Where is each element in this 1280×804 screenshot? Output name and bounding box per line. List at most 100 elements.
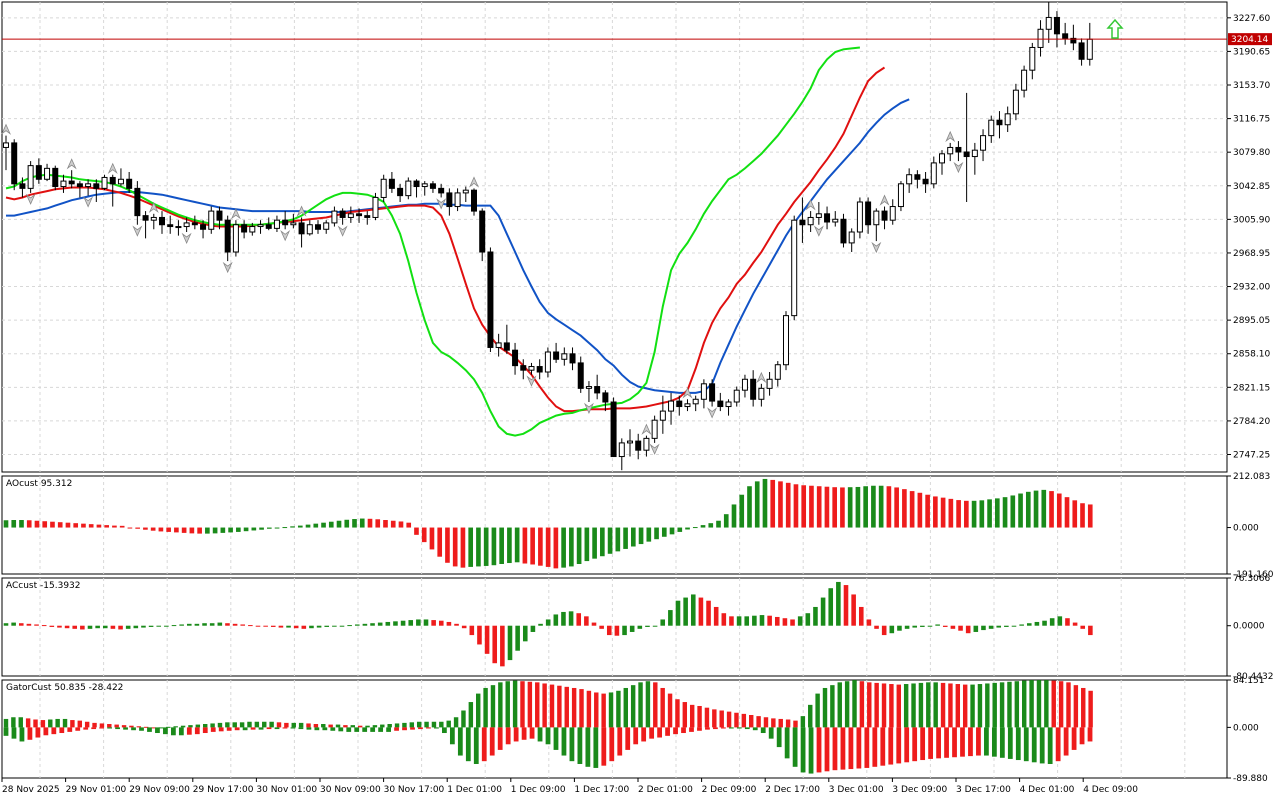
gator-upper-bar	[99, 723, 105, 728]
candle-body	[906, 174, 913, 185]
accust-bar	[507, 625, 513, 661]
accust-bar	[385, 621, 391, 626]
aocust-bar	[646, 527, 652, 542]
gator-upper-bar	[962, 684, 968, 728]
gator-upper-bar	[18, 717, 23, 728]
aocust-bar	[328, 521, 334, 528]
gator-upper-bar	[852, 680, 857, 728]
fractal-up-marker	[148, 201, 159, 214]
x-tick-label: 2 Dec 01:00	[638, 785, 693, 795]
gator-upper-bar	[1088, 690, 1093, 728]
gator-lower-bar	[402, 727, 407, 731]
gator-lower-bar	[67, 727, 73, 732]
gator-upper-bar	[92, 722, 97, 728]
aocust-bar	[964, 500, 969, 528]
candle-body	[224, 219, 231, 253]
accust-bar	[102, 625, 108, 629]
gator-upper-bar	[25, 718, 31, 728]
aocust-bar	[1049, 491, 1054, 528]
candle-body	[544, 351, 551, 373]
gator-upper-bar	[1051, 680, 1056, 728]
candle-body	[528, 366, 535, 371]
aocust-bar	[638, 527, 644, 545]
fractal-down-marker	[526, 375, 537, 387]
candle-body	[848, 231, 855, 244]
candle-body	[955, 146, 962, 153]
gator-lower-bar	[1047, 727, 1053, 764]
gator-lower-bar	[59, 727, 65, 734]
candle-body	[1029, 46, 1036, 71]
accust-bar	[1065, 618, 1070, 626]
candle-body	[183, 222, 190, 228]
gator-lower-bar	[139, 727, 144, 731]
accust-bar	[500, 625, 505, 667]
gator-lower-bar	[920, 727, 926, 761]
fractal-up-marker	[296, 205, 307, 217]
accust-bar	[866, 619, 872, 626]
accust-bar	[996, 625, 1002, 628]
x-tick-label: 1 Dec 09:00	[511, 785, 566, 795]
aocust-bar	[96, 524, 102, 528]
gator-lower-bar	[537, 727, 543, 742]
accust-bar	[232, 623, 238, 626]
aocust-bar	[228, 527, 233, 533]
x-tick-label: 30 Nov 17:00	[384, 785, 445, 795]
accust-bar	[416, 619, 421, 626]
candle-body	[676, 400, 683, 408]
accust-bar	[599, 625, 604, 629]
gator-upper-bar	[11, 717, 16, 728]
gator-upper-bar	[121, 725, 127, 728]
aocust-bar	[987, 499, 992, 528]
gator-upper-bar	[262, 721, 267, 728]
candle-body	[520, 365, 527, 371]
y-tick-label: 3005.90	[1233, 215, 1270, 225]
aocust-bar	[297, 525, 303, 528]
gator-upper-bar	[719, 710, 724, 728]
aocust-bar	[623, 527, 628, 549]
aocust-bar	[669, 527, 675, 535]
gator-lower-bar	[928, 727, 934, 759]
accust-bar	[423, 619, 429, 626]
fractal-down-marker	[436, 198, 447, 210]
accust-bar	[912, 625, 918, 628]
aocust-bar	[569, 527, 574, 567]
gator-lower-bar	[1079, 727, 1085, 745]
y-tick-label: 212.083	[1233, 472, 1270, 482]
accust-bar	[858, 606, 864, 626]
aocust-bar	[112, 525, 117, 528]
accust-bar	[561, 611, 566, 626]
gator-lower-bar	[178, 727, 184, 736]
candle-body	[372, 196, 379, 218]
accust-bar	[194, 623, 200, 626]
gator-lower-bar	[848, 727, 854, 770]
candle-body	[774, 364, 781, 380]
gator-lower-bar	[155, 727, 160, 734]
aocust-bar	[135, 527, 140, 529]
gator-lower-bar	[744, 727, 750, 730]
fractal-down-marker	[813, 225, 824, 237]
gator-upper-bar	[675, 699, 680, 728]
accust-bar	[41, 625, 47, 627]
candle-body	[865, 201, 872, 226]
accust-bar	[87, 625, 93, 629]
candle-body	[454, 192, 461, 208]
gator-lower-bar	[768, 727, 774, 739]
gator-upper-bar	[653, 682, 658, 728]
accust-bar	[57, 625, 62, 628]
candle-body	[856, 201, 863, 233]
accust-bar	[11, 622, 16, 626]
x-tick-label: 28 Nov 2025	[2, 785, 60, 795]
candle-body	[306, 224, 313, 235]
gator-upper-bar	[313, 724, 319, 728]
accust-bar	[1034, 621, 1040, 626]
gator-lower-bar	[186, 727, 192, 735]
aocust-bar	[530, 527, 535, 565]
accust-bar	[248, 625, 253, 627]
candle-body	[101, 176, 108, 189]
aocust-bar	[979, 500, 985, 528]
gator-lower-bar	[944, 727, 949, 758]
candle-body	[35, 165, 42, 180]
gator-lower-bar	[465, 727, 471, 762]
